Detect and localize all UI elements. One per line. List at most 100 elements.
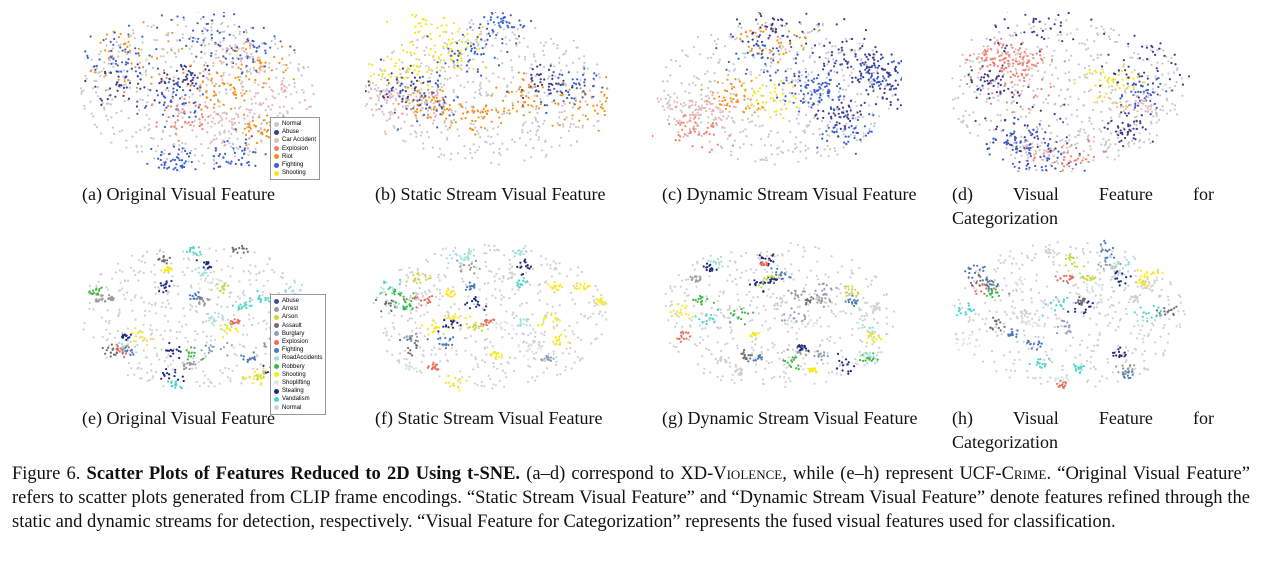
point [100, 99, 103, 102]
point [680, 121, 683, 124]
point [539, 98, 542, 101]
point [1134, 138, 1137, 141]
point [1000, 37, 1003, 40]
point [160, 348, 163, 351]
point [802, 48, 805, 51]
point [102, 67, 105, 70]
point [659, 98, 663, 101]
point [508, 21, 511, 25]
point [1040, 57, 1043, 60]
point [483, 115, 486, 119]
point [892, 60, 895, 63]
point [118, 308, 121, 311]
point [446, 128, 449, 131]
point [156, 67, 160, 70]
point [135, 145, 138, 148]
point [474, 119, 477, 123]
point [721, 126, 724, 129]
point [430, 23, 433, 26]
point [416, 99, 419, 102]
point [885, 97, 889, 100]
point [828, 82, 831, 86]
point [1028, 83, 1031, 86]
point [233, 23, 236, 26]
point [746, 51, 749, 55]
point [892, 87, 896, 90]
point [426, 80, 430, 83]
point [765, 25, 769, 28]
point [164, 96, 167, 99]
point [1126, 133, 1129, 136]
point [1131, 139, 1134, 142]
point [832, 112, 835, 115]
point [563, 110, 566, 113]
point [792, 57, 795, 60]
point [262, 82, 265, 85]
point [176, 285, 179, 288]
point [412, 105, 416, 108]
point [592, 104, 595, 107]
point [144, 73, 148, 76]
point [220, 116, 223, 119]
point [1150, 63, 1153, 66]
point [544, 155, 547, 158]
point [216, 71, 219, 75]
point [229, 275, 232, 278]
point [258, 114, 261, 117]
point [571, 84, 574, 87]
point [823, 44, 826, 48]
point [1020, 72, 1023, 75]
point [1140, 84, 1143, 87]
point [113, 336, 117, 339]
point [108, 50, 111, 53]
point [312, 92, 315, 95]
point [677, 131, 680, 134]
point [603, 93, 606, 96]
point [405, 51, 409, 54]
point [583, 72, 586, 75]
point [153, 281, 156, 284]
point [1043, 71, 1046, 74]
point [1132, 137, 1135, 140]
point [735, 100, 738, 103]
point [252, 116, 255, 119]
point [401, 95, 404, 98]
point [1073, 82, 1076, 85]
point [716, 81, 719, 84]
point [851, 76, 854, 79]
point [1068, 78, 1071, 81]
point [850, 65, 853, 68]
point [997, 74, 1000, 78]
point [663, 89, 666, 92]
point [184, 25, 188, 28]
point [112, 65, 115, 68]
point [233, 352, 236, 356]
point [478, 145, 481, 148]
point [195, 135, 198, 138]
point [83, 105, 86, 108]
point [117, 78, 120, 81]
point [235, 63, 238, 66]
point [182, 18, 186, 21]
point [850, 48, 854, 52]
point [442, 98, 445, 101]
point [863, 101, 866, 104]
point [751, 38, 754, 41]
point [412, 111, 415, 114]
point [173, 126, 176, 129]
point [182, 102, 185, 105]
point [811, 51, 814, 55]
point [729, 82, 733, 85]
point [1110, 85, 1113, 88]
point [505, 21, 508, 24]
point [485, 77, 488, 80]
point [422, 147, 425, 150]
point [1027, 156, 1030, 159]
point [273, 271, 276, 274]
point [194, 104, 197, 107]
point [592, 95, 595, 98]
point [1053, 23, 1056, 26]
point [537, 107, 540, 110]
point [828, 96, 831, 99]
point [669, 96, 672, 99]
